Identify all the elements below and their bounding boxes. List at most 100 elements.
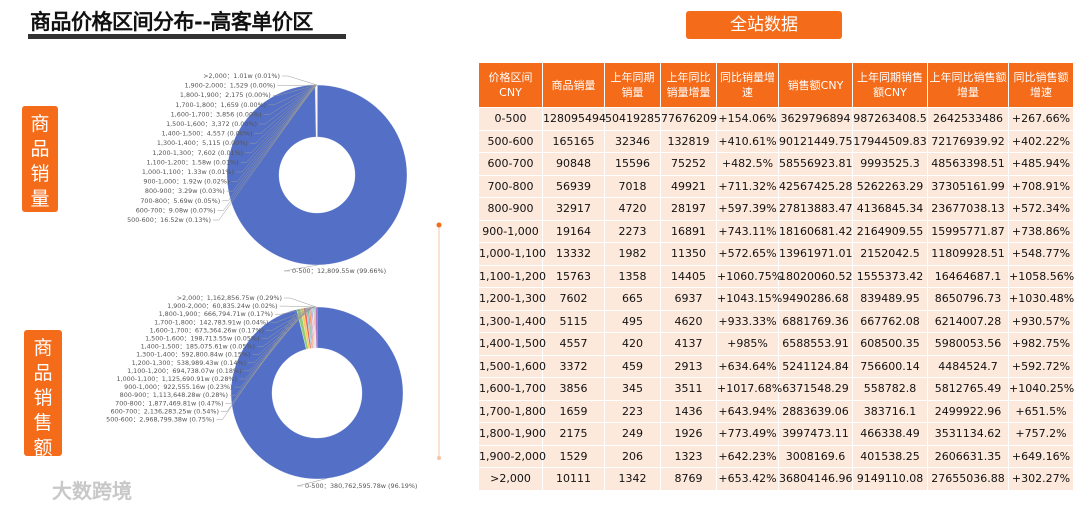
table-cell: 667762.08 [852,309,928,333]
slice-value-label: ：922,555.16w (0.23%) [157,383,233,391]
slice-label: >2,000：1,162,856.75w (0.29%) [177,294,282,302]
slice-value-label: ：12,809.55w (99.66%) [311,267,387,275]
table-cell: 466338.49 [852,422,928,446]
slice-category: 700-800 [140,197,167,205]
slice-category: 1,300-1,400 [157,139,196,147]
slice-label: 1,200-1,300：7,602 (0.01%) [152,149,243,157]
table-cell: +933.33% [716,309,779,333]
slice-category: 1,100-1,200 [147,158,186,166]
table-cell: 2164909.55 [852,219,928,243]
slice-label: 0-500：12,809.55w (99.66%) [292,267,386,275]
table-cell: +985% [716,332,779,356]
slice-label: 1,000-1,100：1,125,690.91w (0.28%) [116,375,237,383]
table-cell: +1060.75% [716,264,782,288]
table-cell: 4137 [660,332,717,356]
table-cell: 900-1,000 [478,219,543,243]
leader-line [283,264,318,272]
table-row: 1,700-1,800 1659 223 1436 +643.94% 2883639.06… [478,399,1074,423]
slice-category: 500-600 [127,216,154,224]
table-cell: 77676209 [660,107,717,131]
slice-value-label: ：1,529 (0.00%) [223,82,275,90]
table-cell: 3511 [660,377,717,401]
table-cell: 1,600-1,700 [478,377,546,401]
slice-label: >2,000：1.01w (0.01%) [203,72,280,80]
table-cell: 800-900 [478,197,543,221]
table-row: 1,200-1,300 7602 665 6937 +1043.15% 9490286.6… [478,287,1074,311]
table-cell: 3629796894 [778,107,853,131]
table-cell: 7018 [604,174,661,198]
slice-value-label: ：1,113,648.28w (0.28%) [146,391,228,399]
table-cell: 28197 [660,197,717,221]
table-cell: 13332 [542,242,605,266]
slice-value-label: ：1,162,856.75w (0.29%) [200,294,282,302]
table-cell: 6371548.29 [778,377,853,401]
table-cell: 401538.25 [852,444,928,468]
table-cell: +485.94% [1008,152,1074,176]
leader-line [272,84,318,96]
table-cell: 1555373.42 [852,264,928,288]
table-cell: 3856 [542,377,605,401]
table-cell: 72176939.92 [927,129,1009,153]
table-cell: +708.91% [1008,174,1074,198]
table-cell: +154.06% [716,107,779,131]
table-title: 全站数据 [686,11,842,39]
table-row: 1,100-1,200 15763 1358 14405 +1060.75% 180200… [478,264,1074,288]
slice-value-label: ：198,713.55w (0.05%) [184,335,260,343]
table-cell: 75252 [660,152,717,176]
divider-dot [437,456,441,460]
slice-value-label: ：3.29w (0.03%) [172,187,225,195]
table-cell: 15763 [542,264,605,288]
table-cell: 420 [604,332,661,356]
table-cell: 3531134.62 [927,422,1009,446]
slice-label: 1,100-1,200：1.58w (0.01%) [147,158,239,166]
table-cell: 2273 [604,219,661,243]
watermark: 大数跨境 [52,479,132,503]
table-cell: 9993525.3 [852,152,928,176]
table-cell: 2883639.06 [778,399,853,423]
leader-line [226,84,317,192]
table-cell: 19164 [542,219,605,243]
table-cell: 16464687.1 [927,264,1009,288]
table-cell: +738.86% [1008,219,1074,243]
slice-value-label: ：1.01w (0.01%) [227,72,280,80]
leader-line [236,84,317,173]
table-cell: 32346 [604,129,661,153]
table-cell: +743.11% [716,219,779,243]
slice-label: 800-900：1,113,648.28w (0.28%) [120,391,228,399]
slice-category: 0-500 [292,267,311,275]
slice-value-label: ：2,968,799.38w (0.75%) [133,416,215,424]
slice-category: 1,500-1,600 [145,335,184,343]
slice-category: 1,600-1,700 [150,326,189,334]
slice-value-label: ：1.92w (0.02%) [176,178,229,186]
leader-line [216,308,299,420]
slice-category: 600-700 [111,407,138,415]
table-cell: 1,400-1,500 [478,332,546,356]
slice-label: 1,600-1,700：673,364.26w (0.17%) [150,326,264,334]
leader-line [279,305,316,308]
table-cell: +410.61% [716,129,779,153]
table-cell: 665 [604,287,661,311]
table-cell: 0-500 [478,107,543,131]
table-cell: 32917 [542,197,605,221]
table-row: 1,300-1,400 5115 495 4620 +933.33% 6881769.36… [478,309,1074,333]
table-cell: +1043.15% [716,287,782,311]
table-cell: 1,900-2,000 [478,444,546,468]
slice-value-label: ：5.69w (0.05%) [167,197,220,205]
table-row: 1,800-1,900 2175 249 1926 +773.49% 3997473.11… [478,422,1074,446]
slice-category: 1,800-1,900 [180,91,219,99]
table-cell: 4720 [604,197,661,221]
slice-value-label: ：5,115 (0.00%) [196,139,248,147]
table-cell: 2152042.5 [852,242,928,266]
slice-value-label: ：2,136,283.25w (0.54%) [137,407,219,415]
slice-category: 900-1,000 [124,383,157,391]
table-cell: 27813883.47 [778,197,853,221]
table-cell: +711.32% [716,174,779,198]
table-cell: +649.16% [1008,444,1074,468]
table-cell: 600-700 [478,152,543,176]
slice-value-label: ：380,762,595.78w (96.19%) [324,482,418,490]
table-cell: 6214007.28 [927,309,1009,333]
table-cell: 700-800 [478,174,543,198]
table-cell: 90848 [542,152,605,176]
table-cell: 11809928.51 [927,242,1009,266]
slice-category: 1,000-1,100 [116,375,155,383]
